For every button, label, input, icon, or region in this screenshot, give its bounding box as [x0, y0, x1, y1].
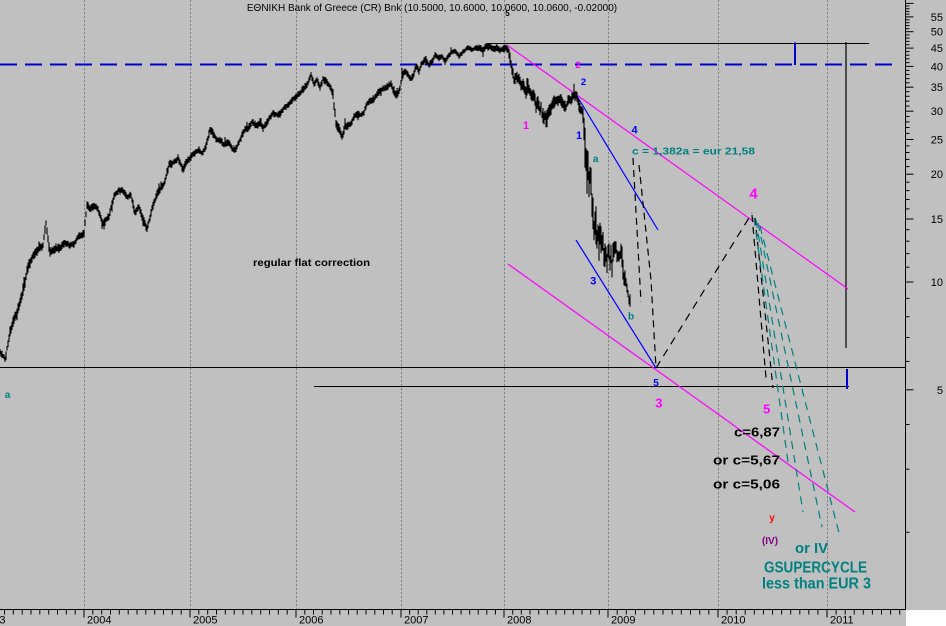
svg-text:a: a: [5, 390, 11, 401]
svg-text:3: 3: [655, 396, 662, 411]
svg-text:5: 5: [505, 9, 510, 18]
svg-text:regular flat correction: regular flat correction: [253, 257, 370, 269]
svg-text:GSUPERCYCLE: GSUPERCYCLE: [764, 560, 867, 577]
svg-text:3: 3: [590, 276, 596, 288]
svg-text:a: a: [593, 154, 599, 165]
svg-text:5: 5: [937, 385, 943, 397]
svg-text:4: 4: [749, 186, 758, 203]
svg-text:or IV: or IV: [795, 540, 828, 557]
svg-text:2006: 2006: [299, 615, 323, 626]
svg-text:5: 5: [653, 378, 659, 389]
svg-text:25: 25: [931, 135, 943, 147]
svg-text:20: 20: [931, 169, 943, 181]
svg-text:2004: 2004: [87, 615, 111, 626]
svg-text:b: b: [628, 312, 634, 323]
svg-text:2: 2: [581, 77, 586, 88]
svg-text:5: 5: [763, 402, 770, 417]
svg-text:45: 45: [931, 43, 943, 55]
svg-text:40: 40: [931, 61, 943, 73]
svg-text:1: 1: [576, 130, 582, 142]
svg-text:4: 4: [631, 125, 638, 137]
svg-text:2009: 2009: [611, 615, 635, 626]
svg-text:y: y: [769, 513, 775, 524]
svg-text:2010: 2010: [721, 615, 745, 626]
svg-text:55: 55: [931, 12, 943, 24]
svg-text:2007: 2007: [404, 615, 428, 626]
svg-text:or c=5,67: or c=5,67: [713, 453, 780, 468]
svg-text:10: 10: [931, 277, 943, 289]
svg-text:35: 35: [931, 82, 943, 94]
svg-text:c=6,87: c=6,87: [734, 425, 780, 440]
svg-text:2011: 2011: [830, 615, 854, 626]
svg-text:50: 50: [931, 27, 943, 39]
svg-text:2008: 2008: [507, 615, 531, 626]
svg-text:or c=5,06: or c=5,06: [713, 477, 780, 492]
svg-text:15: 15: [931, 214, 943, 226]
svg-text:2003: 2003: [0, 615, 5, 626]
svg-text:2005: 2005: [193, 615, 217, 626]
svg-text:(IV): (IV): [762, 536, 778, 547]
svg-text:c = 1,382a = eur 21,58: c = 1,382a = eur 21,58: [632, 146, 755, 158]
svg-text:less than EUR 3: less than EUR 3: [762, 576, 871, 593]
svg-text:EΘNIKH Bank of Greece (CR) Bnk: EΘNIKH Bank of Greece (CR) Bnk (10.5000,…: [247, 3, 617, 14]
svg-text:1: 1: [523, 120, 529, 132]
svg-text:2: 2: [575, 60, 580, 71]
svg-text:30: 30: [931, 106, 943, 118]
